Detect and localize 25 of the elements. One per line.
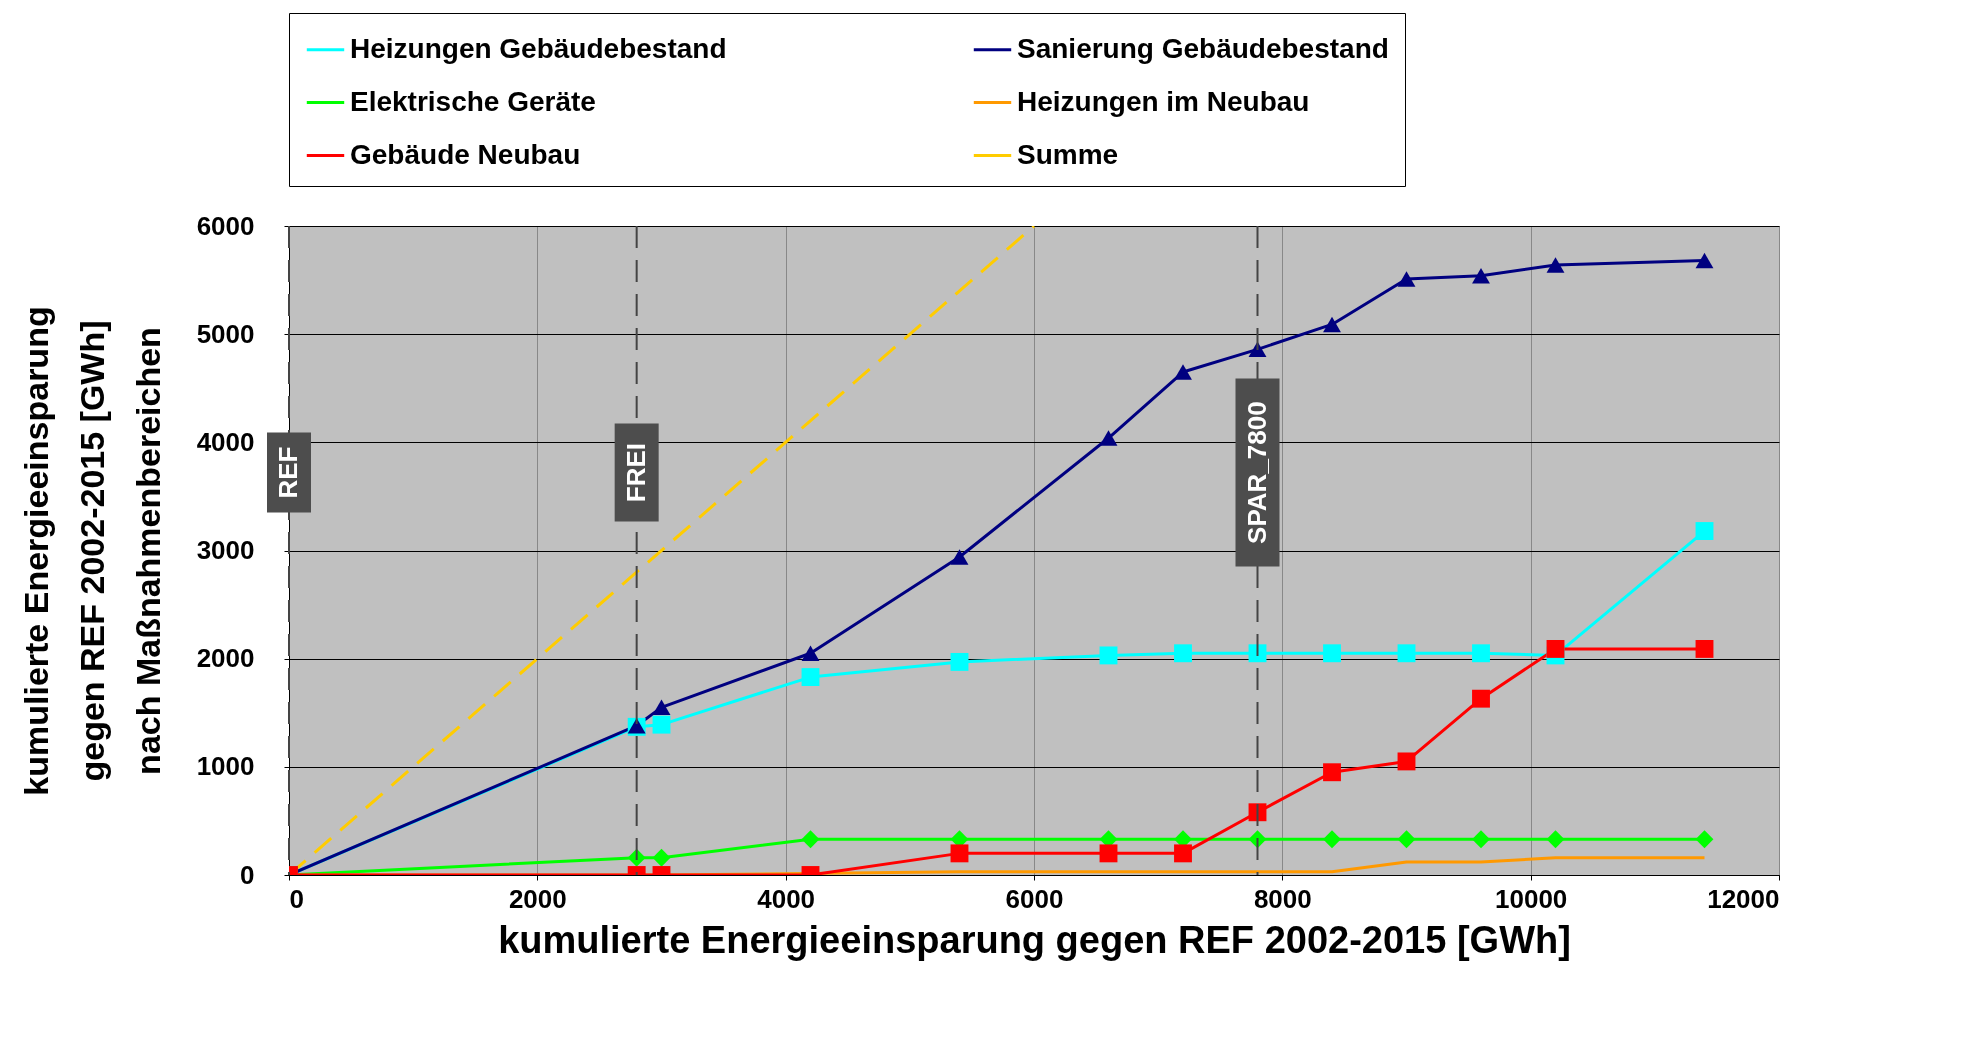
ref-line-label: SPAR_7800 [1241, 401, 1272, 544]
x-tick-label: 4000 [757, 883, 816, 914]
y-axis-title: kumulierte Energieeinsparung gegen REF 2002-2015 [GWh] nach Maßnahmenbereichen [16, 306, 167, 796]
y-tick-label: 2000 [196, 643, 255, 674]
ref-line-label: REF [273, 446, 303, 499]
ref-line-label: FREI [620, 443, 651, 503]
legend-label: Summe [1017, 138, 1119, 170]
x-tick-label: 8000 [1253, 883, 1312, 914]
y-tick-label: 0 [240, 859, 255, 890]
legend-label: Elektrische Geräte [350, 85, 596, 117]
x-tick-label: 0 [289, 883, 304, 914]
x-tick-label: 2000 [508, 883, 567, 914]
legend-label: Heizungen im Neubau [1017, 85, 1310, 117]
legend-label: Sanierung Gebäudebestand [1017, 32, 1389, 64]
legend-label: Heizungen Gebäudebestand [350, 32, 727, 64]
y-tick-label: 4000 [196, 426, 255, 457]
legend-label: Gebäude Neubau [350, 138, 581, 170]
x-axis-title: kumulierte Energieeinsparung gegen REF 2002-2015 [GWh] [498, 918, 1571, 961]
y-tick-label: 1000 [196, 751, 255, 782]
y-tick-label: 6000 [196, 210, 255, 241]
y-tick-label: 5000 [196, 318, 255, 349]
x-tick-label: 12000 [1707, 883, 1780, 914]
x-tick-label: 10000 [1495, 883, 1568, 914]
x-tick-label: 6000 [1005, 883, 1064, 914]
y-tick-label: 3000 [196, 535, 255, 565]
